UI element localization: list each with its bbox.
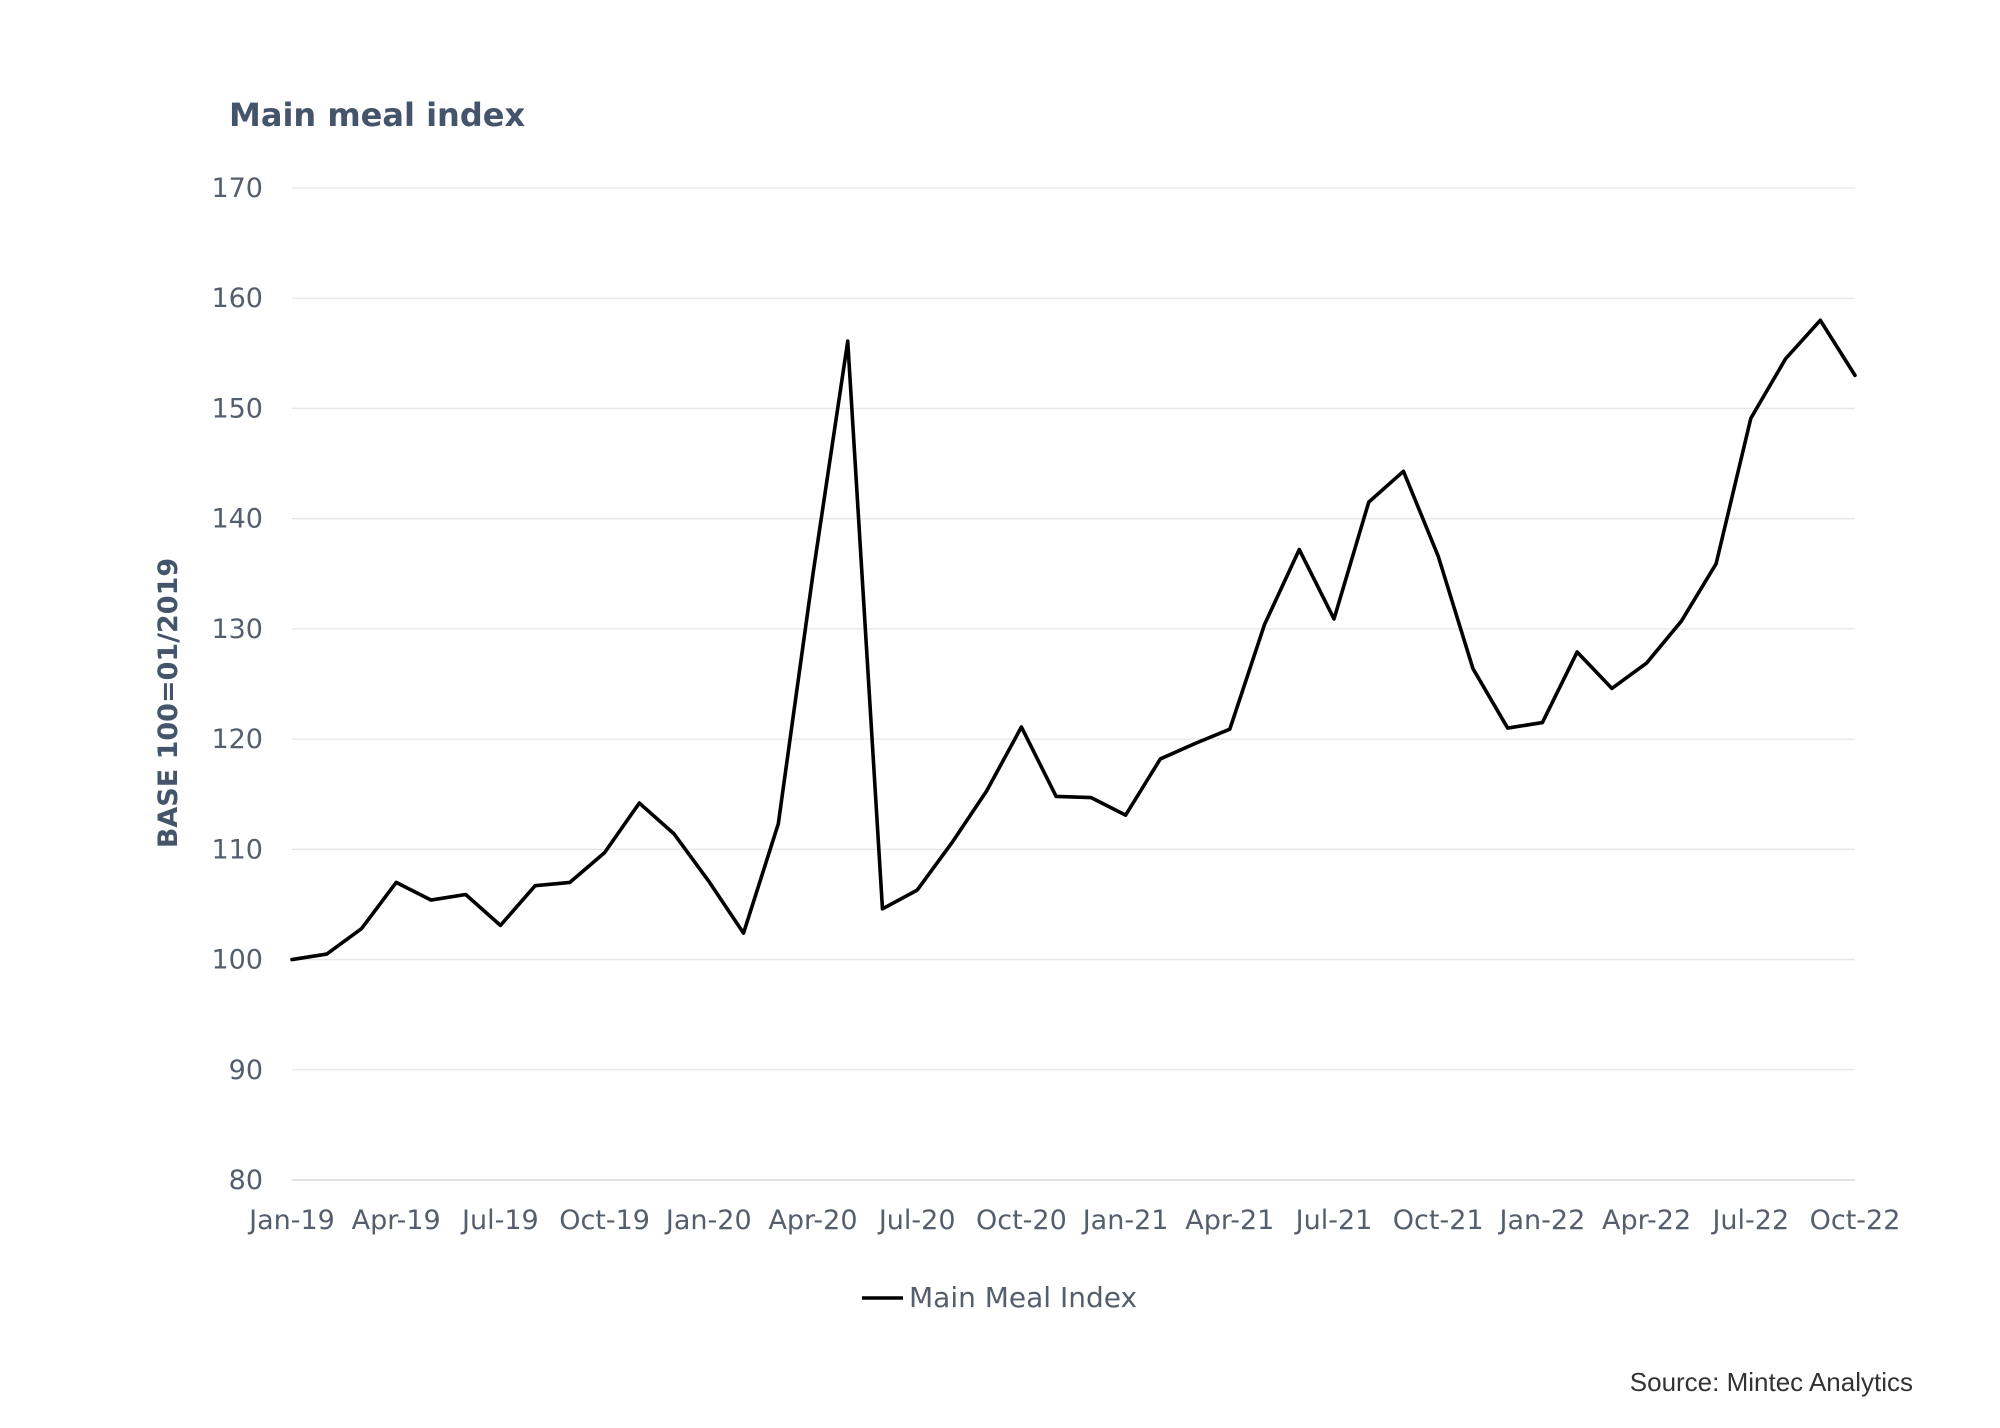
x-tick-label: Apr-22 [1602, 1205, 1691, 1236]
x-tick-label: Jan-19 [247, 1205, 335, 1236]
source-note: Source: Mintec Analytics [1630, 1367, 1913, 1397]
y-tick-label: 150 [211, 393, 263, 424]
x-tick-label: Oct-20 [976, 1205, 1067, 1236]
y-tick-label: 80 [229, 1165, 263, 1196]
chart-title: Main meal index [229, 96, 525, 134]
x-tick-label: Jan-22 [1498, 1205, 1586, 1236]
series-line-main-meal-index [290, 318, 1857, 962]
gridlines [292, 187, 1855, 1181]
y-tick-label: 140 [211, 504, 263, 535]
x-tick-label: Jan-21 [1081, 1205, 1169, 1236]
x-axis-ticks: Jan-19 Apr-19 Jul-19 Oct-19 Jan-20 Apr-20 Jul-… [247, 1205, 1900, 1236]
legend-label: Main Meal Index [909, 1281, 1137, 1314]
x-tick-label: Oct-22 [1810, 1205, 1901, 1236]
y-tick-label: 160 [211, 283, 263, 314]
x-tick-label: Apr-21 [1185, 1205, 1274, 1236]
x-tick-label: Oct-21 [1393, 1205, 1484, 1236]
x-tick-label: Oct-19 [559, 1205, 650, 1236]
x-tick-label: Jan-20 [664, 1205, 752, 1236]
x-tick-label: Apr-20 [768, 1205, 857, 1236]
x-tick-label: Jul-19 [460, 1205, 539, 1236]
y-tick-label: 170 [211, 173, 263, 204]
y-tick-label: 130 [211, 614, 263, 645]
y-tick-label: 120 [211, 724, 263, 755]
x-tick-label: Apr-19 [352, 1205, 441, 1236]
y-tick-label: 90 [229, 1055, 263, 1086]
y-axis-label: BASE 100=01/2019 [153, 558, 184, 848]
legend: Main Meal Index [862, 1281, 1137, 1314]
x-tick-label: Jul-22 [1710, 1205, 1789, 1236]
y-axis-ticks: 80 90 100 110 120 130 140 150 160 170 [211, 173, 263, 1196]
x-tick-label: Jul-20 [877, 1205, 956, 1236]
y-tick-label: 100 [211, 945, 263, 976]
series-layer [290, 318, 1857, 962]
x-tick-label: Jul-21 [1294, 1205, 1373, 1236]
y-tick-label: 110 [211, 834, 263, 865]
